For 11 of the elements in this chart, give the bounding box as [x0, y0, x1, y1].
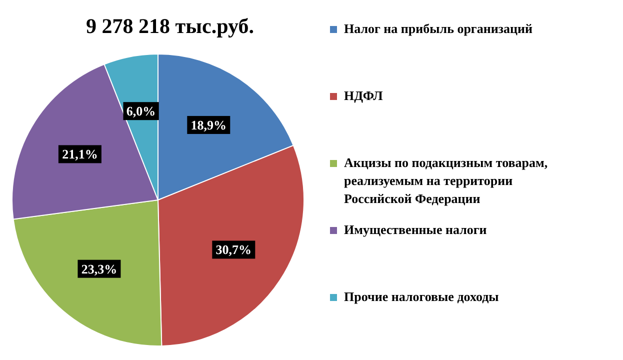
legend-label: Акцизы по подакцизным товарам, реализуемым на территории Российской Федерации [344, 155, 548, 206]
data-label: 6,0% [126, 104, 156, 119]
data-label: 30,7% [216, 242, 252, 258]
chart-title: 9 278 218 тыс.руб. [86, 14, 254, 38]
legend-label: НДФЛ [344, 88, 384, 103]
data-label: 21,1% [62, 146, 98, 162]
data-label: 23,3% [81, 261, 118, 276]
legend-label: Прочие налоговые доходы [344, 289, 499, 304]
legend-label: Налог на прибыль организаций [344, 21, 534, 36]
data-label: 18,9% [190, 117, 227, 132]
legend-label: Имущественные налоги [344, 222, 488, 237]
